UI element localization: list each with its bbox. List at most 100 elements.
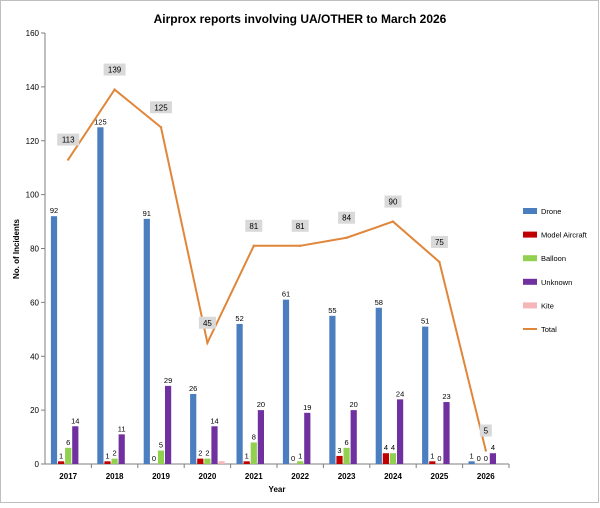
- legend-label: Kite: [541, 301, 554, 310]
- bar-balloon: [297, 461, 304, 464]
- bar-data-label: 20: [257, 400, 265, 409]
- y-tick-label: 120: [26, 137, 40, 146]
- total-data-label: 5: [484, 427, 489, 436]
- total-data-label: 45: [203, 319, 212, 328]
- bar-drone: [236, 323, 243, 464]
- x-tick-label: 2024: [384, 472, 402, 481]
- bar-unknown: [350, 410, 357, 464]
- total-label-box: [479, 424, 492, 437]
- bar-data-label: 26: [189, 384, 197, 393]
- bar-data-label: 6: [345, 438, 349, 447]
- bar-unknown: [118, 434, 125, 464]
- bar-unknown: [443, 402, 450, 464]
- bar-data-label: 4: [491, 443, 495, 452]
- total-point: [391, 220, 395, 223]
- bar-model-aircraft: [58, 461, 65, 464]
- bar-data-label: 1: [105, 451, 109, 460]
- bar-data-label: 52: [235, 314, 243, 323]
- x-tick-label: 2021: [245, 472, 263, 481]
- total-data-label: 75: [435, 238, 444, 247]
- legend-label: Balloon: [541, 254, 566, 263]
- bar-data-label: 0: [152, 454, 156, 463]
- total-point: [67, 158, 70, 161]
- legend: Drone Model Aircraft Balloon Unknown Kite Tot…: [523, 207, 588, 334]
- bar-model-aircraft: [197, 458, 204, 464]
- legend-swatch: [523, 231, 537, 238]
- total-point: [299, 244, 302, 248]
- bar-balloon: [157, 450, 165, 464]
- x-tick-label: 2017: [59, 472, 77, 481]
- bar-drone: [190, 393, 197, 464]
- bar-balloon: [389, 453, 397, 464]
- bar-balloon: [250, 442, 257, 464]
- x-tick-label: 2023: [338, 472, 356, 481]
- y-tick-label: 80: [30, 245, 39, 254]
- bar-drone: [468, 461, 475, 464]
- bar-data-label: 19: [303, 403, 311, 412]
- bar-unknown: [165, 385, 172, 464]
- bar-data-label: 1: [245, 451, 249, 460]
- total-data-label: 113: [62, 136, 75, 145]
- bar-drone: [329, 315, 336, 464]
- bar-unknown: [72, 426, 79, 464]
- y-tick-label: 140: [26, 83, 40, 92]
- bar-drone: [282, 299, 290, 464]
- total-point: [159, 126, 163, 129]
- bar-unknown: [304, 412, 311, 464]
- total-label-box: [198, 316, 216, 329]
- bar-balloon: [111, 458, 118, 464]
- bar-data-label: 6: [66, 438, 70, 447]
- bar-unknown: [257, 410, 264, 464]
- bar-data-label: 0: [477, 454, 481, 463]
- y-tick-label: 100: [26, 191, 40, 200]
- total-data-label: 81: [296, 222, 305, 231]
- bar-data-label: 55: [328, 306, 336, 315]
- total-label-box: [430, 235, 448, 248]
- bar-data-label: 5: [159, 441, 163, 450]
- bar-data-label: 1: [59, 451, 63, 460]
- legend-swatch: [523, 302, 537, 309]
- bar-data-label: 24: [396, 389, 404, 398]
- bar-drone: [143, 218, 150, 464]
- total-point: [484, 449, 487, 452]
- total-data-label: 84: [342, 214, 351, 223]
- y-axis-label: No. of Incidents: [12, 218, 21, 279]
- total-label-box: [338, 211, 356, 224]
- bar-unknown: [489, 453, 496, 464]
- bar-model-aircraft: [336, 455, 343, 464]
- legend-label: Model Aircraft: [541, 231, 588, 240]
- bar-data-label: 1: [430, 451, 434, 460]
- bar-kite: [218, 461, 225, 464]
- bar-data-label: 1: [470, 451, 474, 460]
- bar-balloon: [343, 447, 350, 464]
- bar-data-label: 8: [252, 432, 256, 441]
- bar-data-label: 92: [50, 206, 58, 215]
- bar-drone: [422, 326, 429, 464]
- total-data-label: 125: [154, 103, 168, 112]
- total-label-box: [150, 101, 172, 114]
- bar-data-label: 4: [391, 443, 395, 452]
- x-tick-label: 2020: [199, 472, 217, 481]
- bar-drone: [50, 216, 58, 464]
- total-point: [438, 260, 441, 264]
- bar-model-aircraft: [243, 461, 250, 464]
- legend-swatch: [523, 278, 537, 285]
- x-tick-label: 2026: [477, 472, 495, 481]
- chart-title: Airprox reports involving UA/OTHER to Ma…: [154, 12, 447, 26]
- total-label-box: [384, 195, 402, 208]
- bar-data-label: 125: [94, 117, 107, 126]
- total-point: [252, 244, 255, 248]
- total-data-label: 81: [249, 222, 258, 231]
- bar-data-label: 4: [384, 443, 388, 452]
- bar-data-label: 0: [484, 454, 488, 463]
- bar-data-label: 11: [118, 424, 126, 433]
- bar-data-label: 91: [143, 209, 151, 218]
- total-label-box: [57, 133, 80, 146]
- bar-data-label: 3: [337, 446, 341, 455]
- y-tick-label: 60: [30, 298, 39, 307]
- total-point: [206, 341, 209, 344]
- bar-data-label: 2: [113, 449, 117, 458]
- legend-label: Total: [541, 325, 557, 334]
- total-label-box: [245, 219, 263, 232]
